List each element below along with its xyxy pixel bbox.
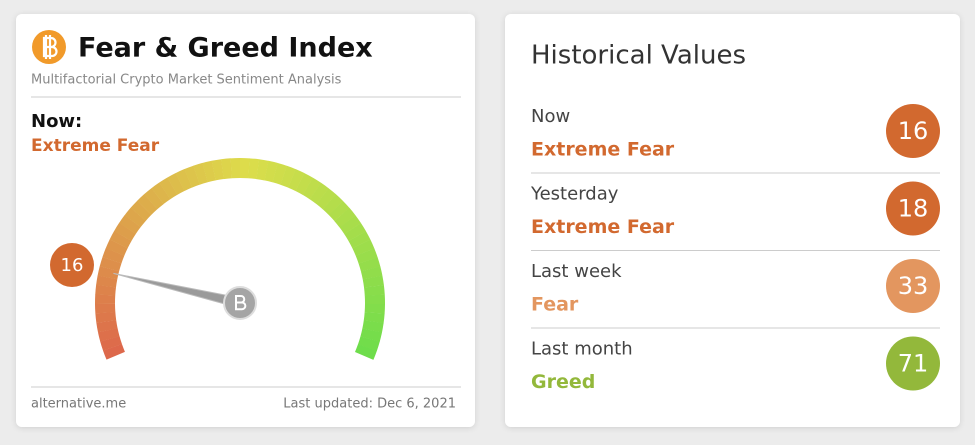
gauge-card	[16, 14, 475, 427]
hub-icon	[235, 295, 247, 311]
gauge-arc	[95, 284, 116, 296]
gauge-arc	[159, 177, 178, 200]
gauge-arc	[248, 158, 260, 180]
gauge-arc	[344, 222, 367, 242]
value-badge	[886, 336, 940, 391]
gauge-arc	[348, 231, 371, 249]
gauge-arc	[352, 239, 375, 256]
gauge-arc	[100, 336, 122, 351]
classification: Extreme Fear	[31, 136, 160, 156]
gauge-arc	[114, 222, 136, 242]
gauge-arc	[105, 239, 128, 256]
period: Now	[531, 106, 570, 127]
subtitle: Multifactorial Crypto Market Sentiment A…	[31, 73, 342, 88]
row-value: 71	[898, 350, 929, 378]
row-classification: Extreme Fear	[531, 216, 675, 238]
gauge-arc	[354, 344, 377, 360]
gauge-arc	[97, 266, 120, 280]
gauge-arc	[355, 248, 378, 264]
gauge-arc	[220, 158, 232, 180]
gauge-arc	[364, 294, 385, 305]
gauge-arc	[96, 320, 118, 333]
gauge-arc	[288, 169, 305, 192]
value-label: 16	[61, 255, 84, 276]
row-value: 18	[898, 195, 929, 223]
gauge-arc	[360, 266, 383, 280]
gauge-arc	[364, 284, 385, 296]
gauge-arc	[322, 194, 344, 216]
gauge-arc	[316, 188, 337, 210]
title: Fear & Greed Index	[78, 33, 373, 64]
gauge-arc	[264, 160, 278, 183]
gauge-arc	[96, 275, 118, 288]
value-badge	[886, 259, 940, 313]
gauge-arc	[137, 194, 158, 215]
gauge-arc	[193, 162, 208, 185]
gauge-arc	[280, 165, 296, 188]
gauge-arc	[302, 177, 322, 200]
period: Last month	[531, 339, 633, 360]
gauge-arc	[240, 158, 250, 179]
gauge-arc	[362, 275, 384, 288]
now-label: Now:	[31, 111, 82, 132]
gauge-arc	[230, 158, 241, 179]
history-title: Historical Values	[531, 41, 746, 71]
gauge-arc	[175, 169, 193, 192]
gauge-arc	[364, 303, 385, 314]
gauge-arc	[167, 172, 185, 195]
value-badge	[886, 104, 940, 158]
row-classification: Greed	[531, 371, 595, 393]
value-bubble	[50, 243, 94, 287]
logo	[32, 30, 66, 64]
gauge-arc	[119, 215, 141, 235]
gauge-arc	[102, 248, 125, 264]
value-badge	[886, 181, 940, 236]
gauge-arc	[334, 207, 356, 228]
gauge-arc	[95, 303, 116, 314]
gauge-arc	[211, 159, 224, 181]
row-value: 33	[898, 272, 929, 300]
gauge-arc	[130, 200, 152, 221]
gauge-arc	[360, 328, 382, 342]
gauge-arc	[184, 165, 200, 188]
row-classification: Fear	[531, 294, 579, 316]
gauge-arc	[328, 200, 350, 222]
gauge-arc	[95, 294, 116, 305]
updated: Last updated: Dec 6, 2021	[283, 397, 456, 412]
gauge-arc	[339, 215, 362, 235]
gauge-arc	[103, 344, 125, 360]
gauge-arc	[109, 230, 132, 249]
gauge-arc	[363, 312, 385, 324]
gauge-arc	[95, 311, 117, 324]
history-card	[505, 14, 960, 427]
row-classification: Extreme Fear	[531, 139, 675, 161]
gauge-arc	[202, 160, 216, 183]
period: Last week	[531, 261, 622, 282]
gauge-arc	[272, 162, 287, 185]
period: Yesterday	[530, 184, 619, 205]
history-rows: Now Extreme Fear 16 Yesterday Extreme Fear 18…	[530, 104, 940, 393]
gauge-arc	[124, 207, 146, 228]
gauge-arc	[358, 257, 381, 272]
gauge-arc	[144, 188, 164, 210]
gauge-arc	[357, 336, 380, 351]
gauge-arc	[295, 173, 313, 195]
gauge-arc	[97, 328, 120, 342]
row-value: 16	[898, 117, 929, 145]
gauge-arc	[151, 182, 171, 205]
gauge-arc	[309, 182, 329, 205]
source: alternative.me	[31, 397, 126, 412]
gauge-arc	[99, 256, 122, 272]
gauge: 16	[50, 158, 385, 360]
